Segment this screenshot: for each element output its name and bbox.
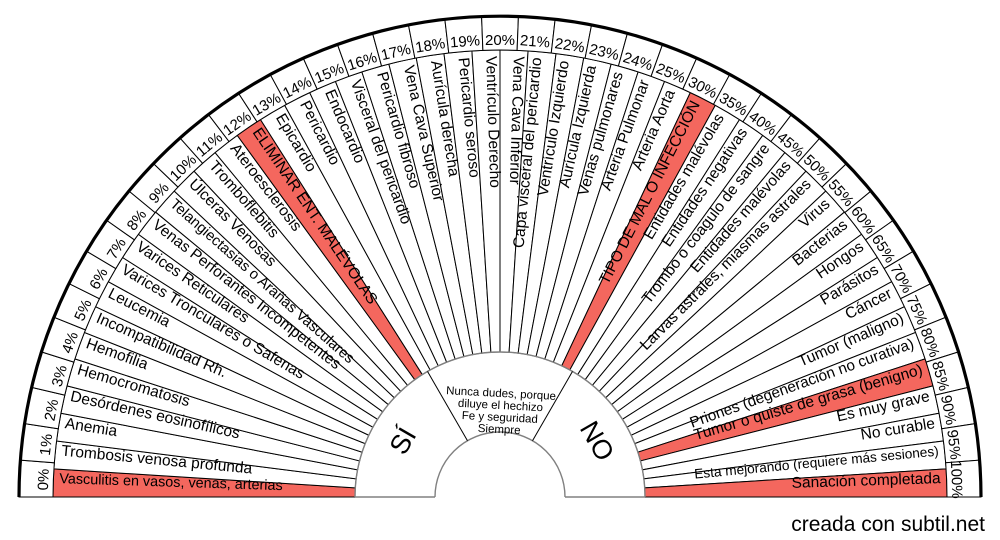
center-message-line: Nunca dudes, porque [446,385,556,403]
outer-rim-arc [17,14,983,498]
percent-label: 20% [485,32,515,49]
segment-label: Sanación completada [791,470,941,492]
no-label: NO [574,416,620,466]
percent-label: 0% [35,468,53,490]
center-divider-line [532,371,573,441]
percent-label: 21% [519,32,550,51]
center-message-line: Fe y seguridad [461,410,538,426]
segment-label: Vena Cava Inferior [506,56,527,185]
center-hole-arc [434,431,566,498]
center-divider-line [427,371,468,441]
percent-label: 100% [947,460,965,499]
percent-label: 90% [937,394,959,427]
percent-label: 23% [587,41,620,64]
percent-label: 1% [37,433,56,456]
segment-label: Ventrículo Derecho [482,56,503,188]
percent-label: 22% [554,35,586,56]
yes-label: SÍ [384,422,423,460]
percent-label: 2% [41,398,62,423]
center-message-line: diluye el hechizo [458,398,544,414]
segment-label: Vasculitis en vasos, venas, arterias [59,471,283,494]
center-message-line: Siempre [477,423,520,437]
inner-circle-arc [354,351,646,498]
percent-label: 17% [379,41,412,64]
percent-label: 95% [943,429,963,461]
percent-label: 19% [449,32,480,51]
percent-label: 3% [49,363,71,388]
percent-label: 18% [414,35,446,56]
percent-label: 4% [59,330,82,356]
watermark: creada con subtil.net [791,513,985,536]
